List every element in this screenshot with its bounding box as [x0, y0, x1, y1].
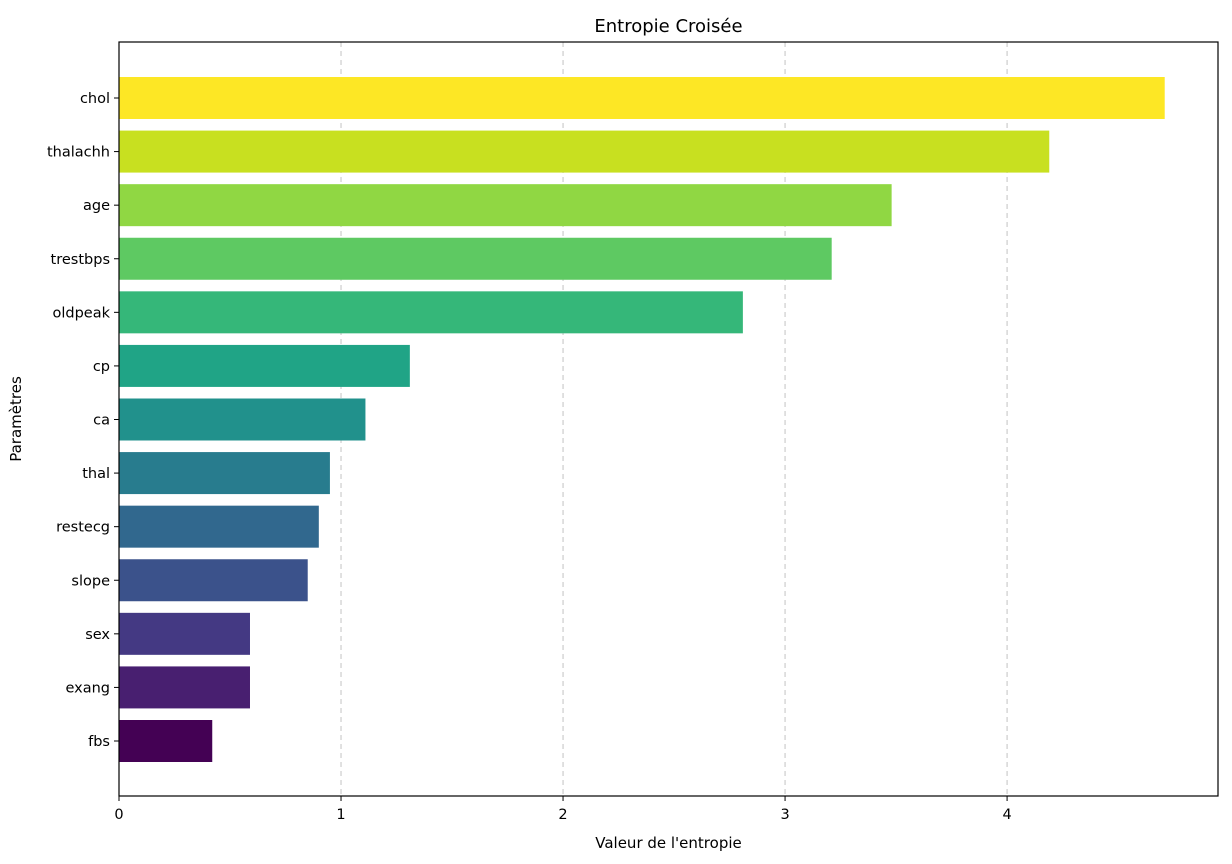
x-tick-label: 0 — [114, 807, 123, 823]
bar — [119, 237, 832, 280]
bar — [119, 720, 213, 762]
chart-title: Entropie Croisée — [594, 16, 742, 37]
x-axis-title: Valeur de l'entropie — [595, 834, 741, 852]
bar — [119, 130, 1050, 173]
bar — [119, 184, 892, 227]
x-tick-label: 2 — [558, 807, 567, 823]
bar — [119, 559, 308, 602]
y-tick-label: chol — [80, 91, 110, 107]
y-tick-label: ca — [93, 413, 110, 429]
y-axis-ticks: chol thalachh age trestbps oldpeak cp ca thal re… — [47, 91, 119, 750]
x-axis-ticks: 0 1 2 3 4 — [114, 796, 1012, 823]
y-tick-label: fbs — [88, 734, 110, 750]
y-tick-label: thalachh — [47, 145, 110, 161]
bar — [119, 344, 410, 387]
y-tick-label: restecg — [56, 520, 110, 536]
x-tick-label: 1 — [336, 807, 345, 823]
bar-layer — [119, 77, 1165, 762]
bar — [119, 398, 366, 441]
x-tick-label: 4 — [1002, 807, 1011, 823]
bar — [119, 291, 743, 334]
y-axis-title: Paramètres — [7, 376, 25, 462]
y-tick-label: cp — [93, 359, 110, 375]
y-tick-label: oldpeak — [52, 305, 110, 321]
x-tick-label: 3 — [780, 807, 789, 823]
y-tick-label: trestbps — [51, 252, 110, 268]
y-tick-label: sex — [85, 627, 110, 643]
y-tick-label: thal — [82, 466, 110, 482]
bar — [119, 77, 1165, 119]
bar — [119, 505, 319, 548]
y-tick-label: exang — [65, 680, 110, 696]
bar — [119, 666, 250, 709]
bar — [119, 612, 250, 655]
y-tick-label: slope — [71, 573, 110, 589]
bar — [119, 452, 330, 495]
y-tick-label: age — [83, 198, 110, 214]
